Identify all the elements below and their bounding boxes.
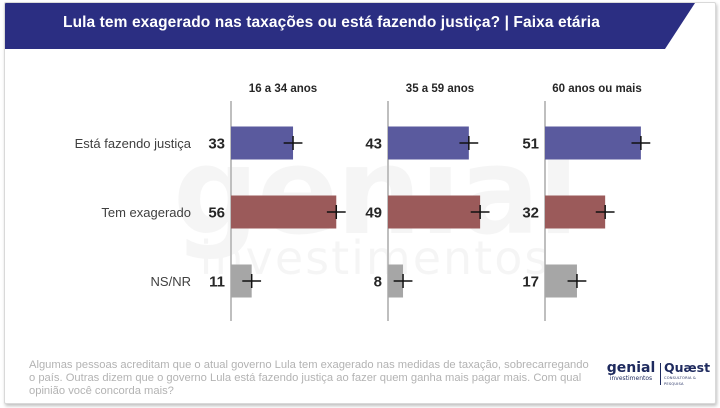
page-title: Lula tem exagerado nas taxações ou está … (63, 14, 600, 31)
genial-logo-text: genial (606, 360, 656, 376)
category-label: NS/NR (151, 274, 191, 289)
chart-frame: Lula tem exagerado nas taxações ou está … (4, 2, 716, 404)
data-label: 33 (208, 136, 225, 153)
data-label: 51 (522, 136, 539, 153)
category-label: Está fazendo justiça (75, 136, 192, 151)
bar (231, 264, 252, 298)
bar (388, 126, 469, 160)
data-label: 49 (365, 205, 382, 222)
data-label: 43 (365, 136, 382, 153)
bar (231, 126, 294, 160)
logo-divider (660, 363, 661, 385)
bar (545, 126, 641, 160)
panel-header: 60 anos ou mais (552, 83, 641, 95)
survey-question: Algumas pessoas acreditam que o atual go… (29, 359, 589, 397)
panel-header: 35 a 59 anos (406, 83, 474, 95)
header-shape (5, 3, 695, 49)
genial-logo: genial investimentos (605, 361, 657, 382)
data-label: 32 (522, 205, 539, 222)
bar (231, 195, 337, 229)
bar (545, 195, 606, 229)
quaest-logo-text: Quæst (664, 360, 711, 375)
bar-chart: 16 a 34 anos 33 56 11 35 a 59 anos 43 49 8 60 an… (75, 83, 651, 321)
data-label: 8 (374, 274, 382, 291)
quaest-logo: Quæst CONSULTORIA & PESQUISA (664, 361, 710, 387)
data-label: 17 (522, 274, 539, 291)
quaest-logo-subtext: CONSULTORIA & PESQUISA (664, 376, 697, 386)
genial-logo-subtext: investimentos (609, 375, 653, 382)
data-label: 11 (209, 274, 225, 291)
panel-header: 16 a 34 anos (249, 83, 317, 95)
header-banner: Lula tem exagerado nas taxações ou está … (5, 3, 715, 49)
category-label: Tem exagerado (101, 205, 191, 220)
data-label: 56 (208, 205, 225, 222)
bar (388, 195, 481, 229)
